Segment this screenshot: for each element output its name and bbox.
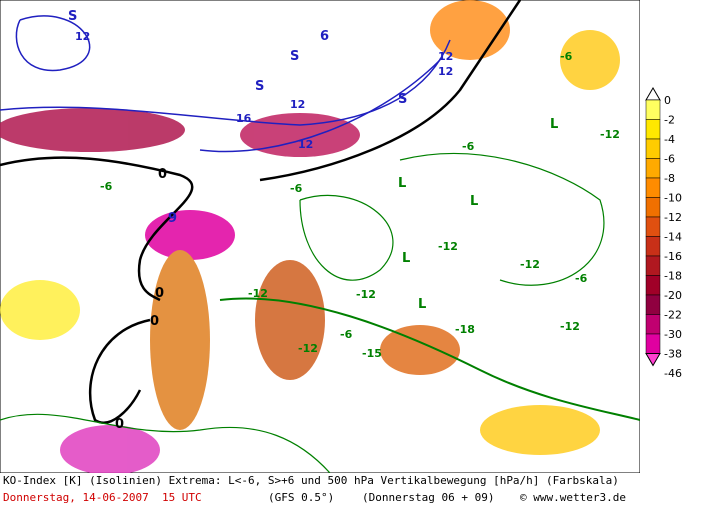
isoline: [299, 194, 394, 281]
map-label: -6: [100, 180, 113, 193]
field: [380, 325, 460, 375]
footer-run: (Donnerstag 06 + 09): [362, 491, 495, 504]
map-label: -12: [438, 240, 458, 253]
scale-label: -18: [664, 270, 682, 283]
scale-label: -16: [664, 250, 682, 263]
scale-label: -38: [664, 348, 682, 361]
map-label: -12: [248, 287, 268, 300]
scale-label: -12: [664, 211, 682, 224]
scale-label: -4: [664, 133, 675, 146]
map-label: 6: [320, 29, 329, 44]
map-label: 0: [155, 286, 164, 301]
isoline: [88, 318, 151, 424]
map-label: 0: [150, 314, 159, 329]
scale-swatch: [645, 314, 661, 335]
map-label: -12: [600, 128, 620, 141]
map-label: L: [470, 194, 478, 209]
map-label: 12: [75, 30, 90, 43]
isoline: [399, 153, 605, 286]
scale-label: -14: [664, 231, 682, 244]
scale-swatch: [645, 236, 661, 257]
scale-swatch: [645, 216, 661, 237]
scale-swatch: [645, 333, 661, 354]
field: [0, 280, 80, 340]
map-label: -18: [455, 323, 475, 336]
map-label: L: [398, 176, 406, 191]
scale-label: -20: [664, 289, 682, 302]
map-label: 12: [290, 98, 305, 111]
map-label: -6: [575, 272, 588, 285]
field: [560, 30, 620, 90]
isoline: [15, 15, 91, 72]
isoline: [0, 156, 194, 302]
scale-label: -2: [664, 114, 675, 127]
scale-swatch: [645, 255, 661, 276]
map-label: -12: [298, 342, 318, 355]
map-label: -6: [560, 50, 573, 63]
scale-swatch: [645, 275, 661, 296]
scale-swatch: [645, 158, 661, 179]
map-label: -12: [560, 320, 580, 333]
footer-text: KO-Index [K] (Isolinien) Extrema: L<-6, …: [3, 474, 619, 487]
scale-label: -6: [664, 153, 675, 166]
scale-swatch: [645, 197, 661, 218]
map-label: -6: [462, 140, 475, 153]
scale-label: -22: [664, 309, 682, 322]
isolines: [0, 0, 640, 473]
color-fields: [0, 0, 620, 473]
footer-credit: © www.wetter3.de: [520, 491, 626, 504]
map-label: S: [68, 9, 77, 24]
map-label: -12: [520, 258, 540, 271]
field: [240, 113, 360, 157]
field: [150, 250, 210, 430]
field: [145, 210, 235, 260]
map-label: L: [402, 251, 410, 266]
color-scale: 0 -2 -4 -6 -8 -10 -12 -14 -16 -18 -20 -22 -30 -38 -46: [645, 87, 682, 380]
scale-label: -30: [664, 328, 682, 341]
map-label: S: [398, 92, 407, 107]
map-label: S: [255, 79, 264, 94]
isoline: [199, 59, 441, 153]
map-label: 0: [158, 167, 167, 182]
scale-swatch: [645, 294, 661, 315]
map-label: L: [418, 297, 426, 312]
scale-swatch: [645, 138, 661, 159]
map-label: -6: [290, 182, 303, 195]
scale-label: 0: [664, 94, 671, 107]
footer-date: Donnerstag, 14-06-2007 15 UTC: [3, 491, 202, 504]
map-label: 16: [236, 112, 252, 125]
map-label: 12: [438, 65, 453, 78]
scale-label: -8: [664, 172, 675, 185]
map-label: 0: [115, 417, 124, 432]
map-label: 12: [298, 138, 313, 151]
map-label: S: [290, 49, 299, 64]
map-label: 9: [168, 211, 177, 226]
scale-arrow-bottom: [645, 353, 661, 367]
isoline: [219, 297, 640, 421]
scale-swatch: [645, 99, 661, 120]
map-label: -6: [340, 328, 353, 341]
map-frame: [0, 0, 640, 473]
field: [60, 425, 160, 473]
scale-arrow-top: [645, 87, 661, 101]
scale-swatch: [645, 177, 661, 198]
map-label: -15: [362, 347, 382, 360]
isoline: [0, 413, 331, 473]
map-label: L: [550, 117, 558, 132]
isoline: [0, 39, 451, 126]
scale-swatch: [645, 119, 661, 140]
scale-label: -46: [664, 367, 682, 380]
field: [0, 108, 185, 152]
scale-label: -10: [664, 192, 682, 205]
map-label: -12: [356, 288, 376, 301]
field: [255, 260, 325, 380]
isoline: [259, 0, 522, 182]
field: [480, 405, 600, 455]
map-label: 12: [438, 50, 453, 63]
footer-model: (GFS 0.5°): [268, 491, 335, 504]
